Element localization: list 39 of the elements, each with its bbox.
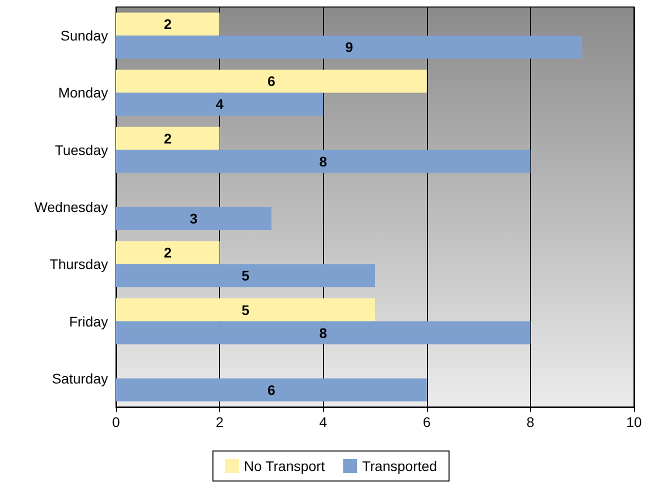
x-tick-label: 4	[319, 414, 328, 430]
bar	[116, 207, 272, 230]
y-tick-label: Saturday	[52, 370, 108, 386]
x-tick-label: 6	[422, 414, 431, 430]
data-label: 2	[164, 16, 172, 32]
data-label: 3	[190, 210, 198, 226]
data-label: 4	[216, 96, 224, 112]
bar	[116, 126, 220, 150]
bar	[116, 241, 220, 264]
data-label: 6	[268, 382, 276, 398]
y-tick-label: Friday	[69, 313, 108, 330]
bar	[116, 378, 427, 402]
bar	[116, 321, 530, 344]
y-tick-label: Tuesday	[54, 142, 108, 158]
y-tick-label: Thursday	[50, 256, 108, 272]
data-label: 6	[268, 73, 276, 90]
data-label: 9	[345, 39, 354, 56]
y-tick-label: Wednesday	[34, 199, 108, 215]
bar	[116, 36, 582, 59]
bar	[116, 92, 324, 116]
y-tick-label: Monday	[58, 84, 108, 101]
legend-label: No Transport	[244, 458, 325, 474]
data-label: 5	[242, 268, 250, 284]
data-label: 8	[319, 324, 328, 341]
data-label: 2	[164, 244, 172, 261]
x-tick-label: 0	[112, 414, 120, 430]
data-label: 2	[164, 130, 172, 146]
y-tick-label: Sunday	[60, 28, 108, 44]
bar	[116, 264, 375, 288]
legend-label: Transported	[362, 458, 438, 474]
data-label: 8	[319, 153, 328, 170]
bar	[116, 298, 375, 322]
data-label: 5	[242, 302, 250, 318]
x-tick-label: 2	[216, 414, 224, 430]
bar	[116, 12, 220, 36]
bar	[116, 150, 530, 173]
bar	[116, 70, 427, 93]
x-tick-label: 10	[626, 414, 642, 430]
x-tick-label: 8	[526, 414, 534, 430]
